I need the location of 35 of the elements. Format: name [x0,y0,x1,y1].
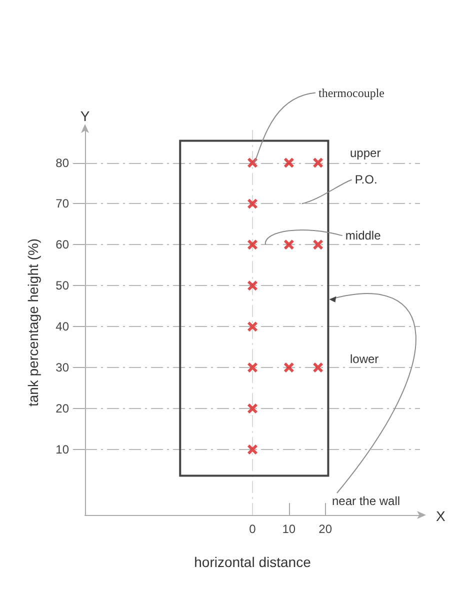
y-tick-label: 40 [56,320,70,334]
x-tick-label: 20 [318,522,332,536]
x-axis-title: horizontal distance [194,554,312,570]
text: Y [80,108,90,124]
x-tick-label: 10 [282,522,296,536]
annotation: upper [350,146,381,160]
point [248,158,258,168]
annotation: lower [350,352,379,366]
y-tick-label: 50 [56,278,70,293]
point [313,240,324,250]
point [248,444,258,454]
y-tick-label: 80 [56,156,70,170]
text: X [436,508,446,524]
y-tick-label: 60 [56,238,70,252]
y-tick-label: 30 [56,360,70,375]
point [284,362,294,373]
point [248,362,258,373]
annotation: near the wall [332,494,400,508]
point [248,322,258,332]
annotation: thermocouple [318,86,384,100]
y-tick-label: 10 [56,442,70,456]
y-axis-title: tank percentage height (%) [25,238,41,407]
y-tick-label: 20 [56,402,70,416]
point [313,158,324,168]
point [284,158,294,168]
point [313,362,324,373]
annotation: P.O. [354,172,378,187]
point [248,404,258,414]
point [248,240,258,250]
point [248,280,258,291]
annotation: middle [345,228,382,243]
x-tick-label: 0 [249,522,256,536]
point [248,198,258,209]
point [284,240,294,250]
y-tick-label: 70 [56,196,70,211]
